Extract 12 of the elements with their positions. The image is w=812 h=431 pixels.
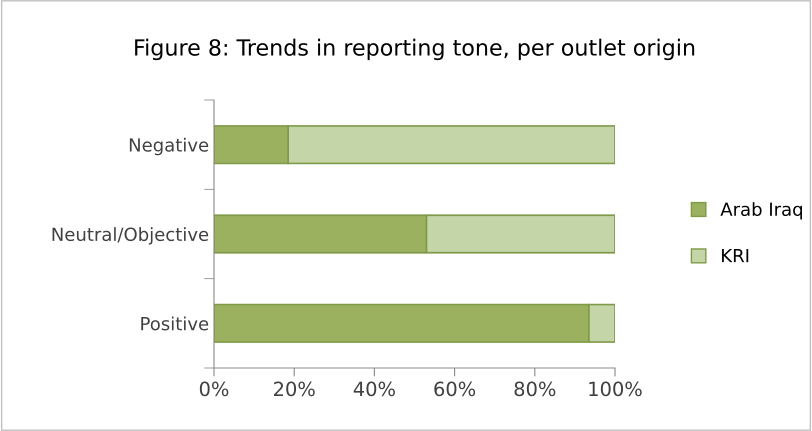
x-tick-label: 0% (200, 382, 228, 396)
x-tick-label: 100% (589, 382, 642, 396)
y-tick-label: Neutral/Objective (52, 227, 208, 245)
x-tick-label: 60% (434, 382, 476, 396)
y-tick-label: Negative (130, 138, 208, 156)
legend-label: KRI (722, 249, 748, 262)
x-tick-label: 20% (274, 382, 315, 396)
x-tick-label: 40% (354, 382, 395, 396)
legend-label: Arab Iraq (720, 202, 802, 220)
y-tick-label: Positive (141, 316, 208, 330)
x-tick-label: 80% (514, 382, 556, 396)
chart-title: Figure 8: Trends in reporting tone, per outlet origin (135, 38, 694, 60)
